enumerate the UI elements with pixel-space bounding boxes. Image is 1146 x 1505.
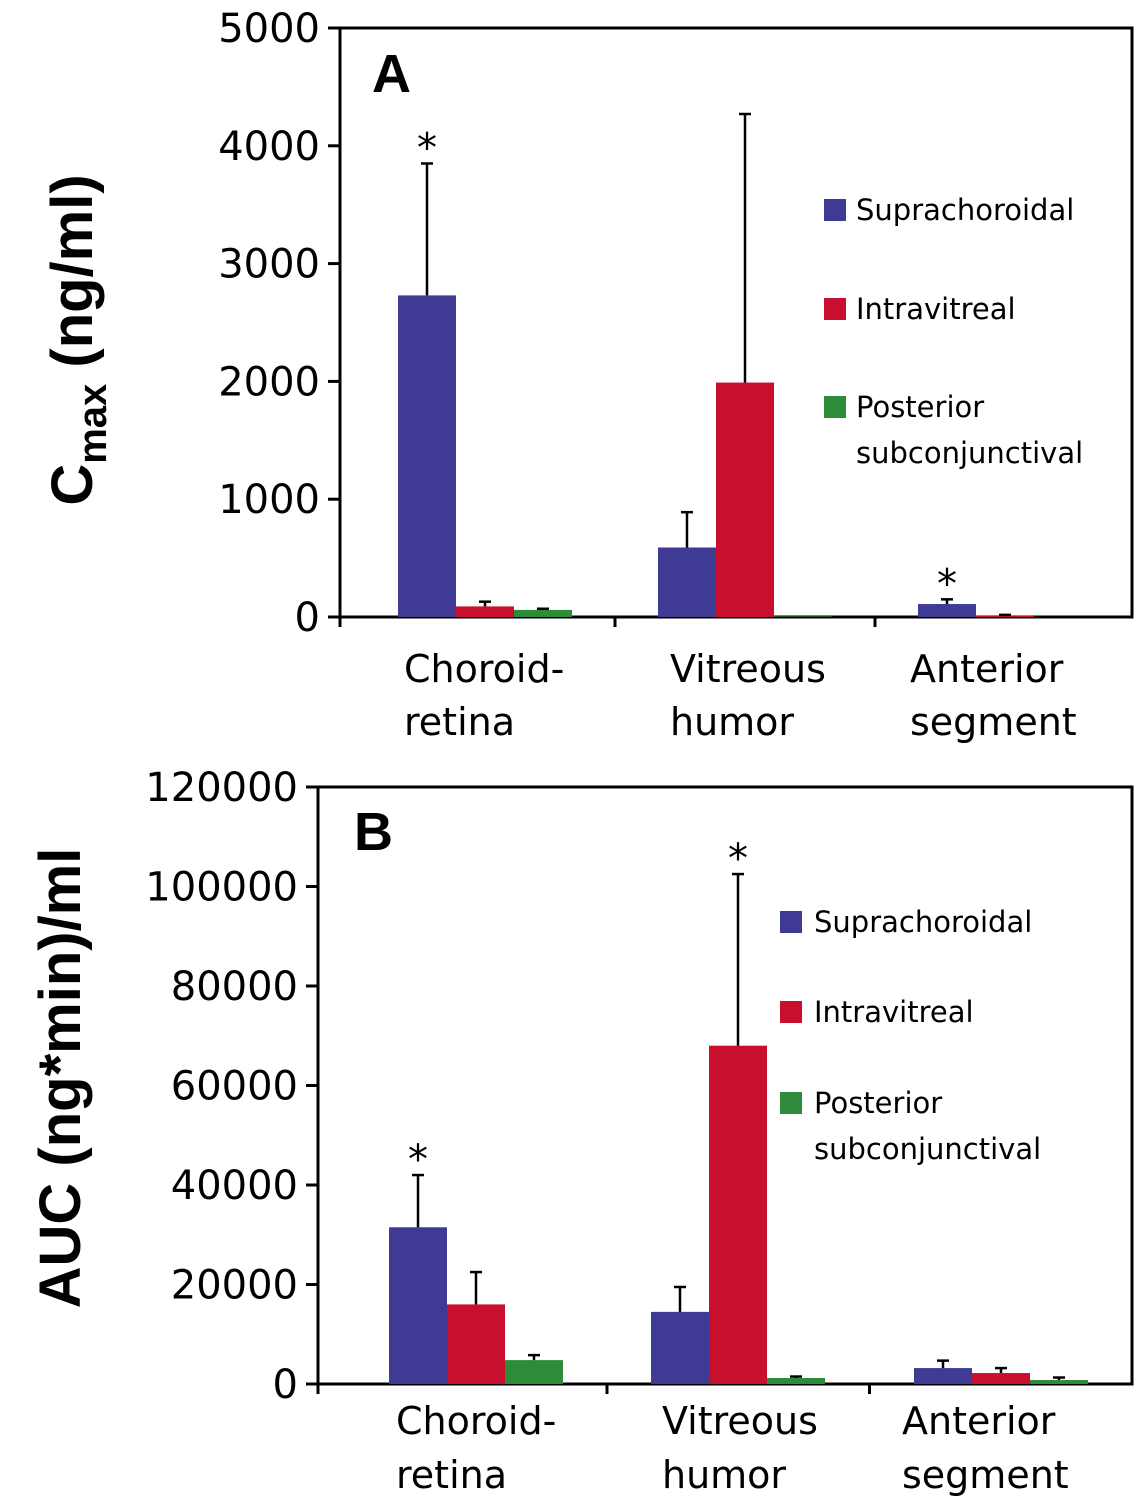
- x-category-label: Anterior: [910, 647, 1064, 691]
- x-category-label: Choroid-: [404, 647, 564, 691]
- y-tick-label: 0: [273, 1362, 298, 1408]
- legend-swatch: [824, 199, 846, 221]
- legend-swatch: [780, 911, 802, 933]
- x-category-label: Anterior: [902, 1399, 1056, 1443]
- y-axis-label-subscript: max: [71, 384, 115, 464]
- x-category-label: segment: [902, 1453, 1069, 1497]
- legend-swatch: [824, 298, 846, 320]
- x-category-label: Vitreous: [662, 1399, 818, 1443]
- x-category-label: Vitreous: [670, 647, 826, 691]
- legend-label: Posterior: [814, 1086, 942, 1120]
- significance-star: *: [728, 836, 748, 882]
- y-axis-label-unit: (ng/ml): [40, 174, 105, 383]
- bar: [709, 1045, 767, 1384]
- y-tick-label: 100000: [145, 865, 298, 911]
- panel-label: A: [372, 44, 411, 104]
- legend-label: Intravitreal: [814, 995, 974, 1029]
- bar: [972, 1373, 1030, 1384]
- y-tick-label: 0: [295, 595, 320, 641]
- bar: [918, 604, 976, 617]
- y-tick-label: 80000: [171, 964, 298, 1010]
- bar: [774, 616, 832, 617]
- y-tick-label: 20000: [171, 1263, 298, 1309]
- significance-star: *: [408, 1137, 428, 1183]
- bar: [505, 1360, 563, 1384]
- x-category-label: retina: [404, 700, 515, 744]
- significance-star: *: [937, 561, 957, 607]
- y-tick-label: 120000: [145, 765, 298, 811]
- legend-label: subconjunctival: [814, 1132, 1041, 1166]
- legend-label: subconjunctival: [856, 436, 1083, 470]
- bar: [716, 382, 774, 617]
- significance-star: *: [417, 125, 437, 171]
- x-category-label: humor: [670, 700, 794, 744]
- y-tick-label: 5000: [218, 6, 320, 52]
- y-tick-label: 40000: [171, 1163, 298, 1209]
- legend-swatch: [780, 1001, 802, 1023]
- legend-label: Intravitreal: [856, 292, 1016, 326]
- x-category-label: retina: [396, 1453, 507, 1497]
- bar: [767, 1378, 825, 1384]
- y-axis-label-main: AUC (ng*min)/ml: [28, 848, 93, 1309]
- y-tick-label: 3000: [218, 242, 320, 288]
- x-category-label: Choroid-: [396, 1399, 556, 1443]
- legend-swatch: [780, 1092, 802, 1114]
- x-category-label: segment: [910, 700, 1077, 744]
- panel-label: B: [354, 802, 393, 862]
- chart-panel-b: 0 20000 40000 60000 80000 100000 120000 * * Choro…: [28, 765, 1134, 1497]
- legend-label: Suprachoroidal: [814, 905, 1032, 939]
- bar: [389, 1227, 447, 1384]
- chart-panel-a: 0 1000 2000 3000 4000 5000 * * Choroid-retina Vit…: [40, 6, 1134, 744]
- bar: [976, 615, 1034, 617]
- y-tick-label: 1000: [218, 477, 320, 523]
- legend-label: Suprachoroidal: [856, 193, 1074, 227]
- bar: [914, 1368, 972, 1384]
- y-tick-label: 60000: [171, 1064, 298, 1110]
- bar: [651, 1311, 709, 1384]
- y-axis-label: AUC (ng*min)/ml: [28, 848, 93, 1309]
- bar: [456, 606, 514, 617]
- y-axis-label: Cmax (ng/ml): [40, 174, 115, 505]
- bar: [447, 1304, 505, 1384]
- bar: [514, 609, 572, 617]
- y-axis-label-main: C: [40, 464, 105, 506]
- legend-swatch: [824, 396, 846, 418]
- legend-label: Posterior: [856, 390, 984, 424]
- bar: [1030, 1380, 1088, 1384]
- bar: [658, 547, 716, 617]
- bar: [398, 295, 456, 617]
- x-category-label: humor: [662, 1453, 786, 1497]
- y-tick-label: 4000: [218, 124, 320, 170]
- y-tick-label: 2000: [218, 359, 320, 405]
